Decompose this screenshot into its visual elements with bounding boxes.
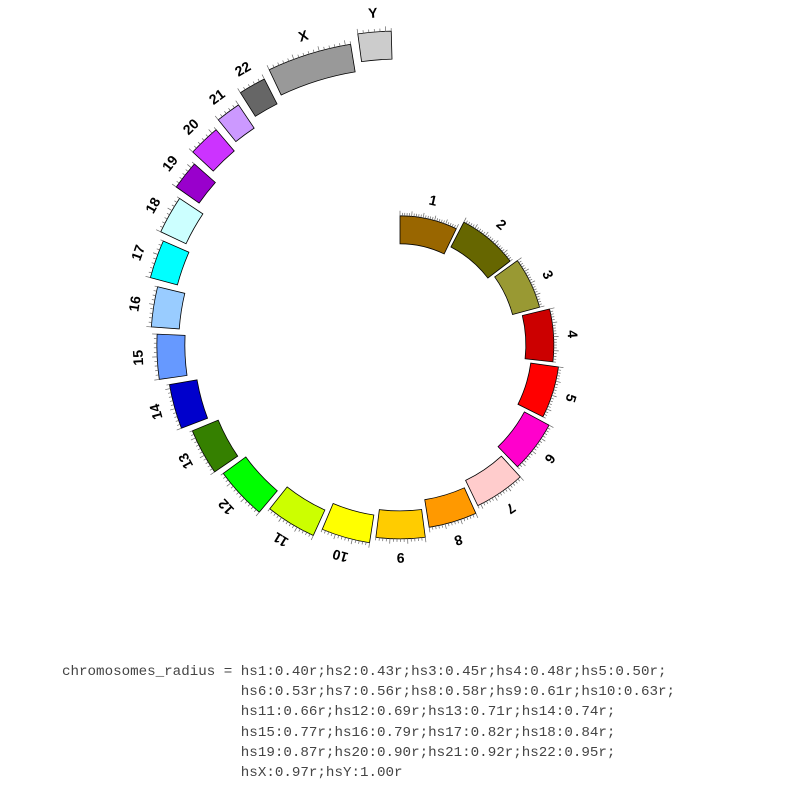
ticks-hs13 bbox=[189, 430, 215, 476]
ticks-hs6 bbox=[517, 424, 554, 470]
chromosome-hs7 bbox=[465, 455, 521, 507]
chromosome-hs1 bbox=[399, 215, 457, 255]
ticks-hs10 bbox=[320, 529, 370, 548]
ticks-hs21 bbox=[214, 100, 239, 121]
chromosome-label-hs21: 21 bbox=[206, 85, 228, 107]
chromosome-hs13 bbox=[191, 419, 239, 473]
ticks-hs11 bbox=[267, 508, 314, 541]
config-line-3: hs11:0.66r;hs12:0.69r;hs13:0.71r;hs14:0.… bbox=[62, 704, 616, 721]
chromosome-hs19 bbox=[175, 163, 216, 204]
chromosome-hs10 bbox=[321, 502, 375, 544]
chromosome-label-hs8: 8 bbox=[452, 532, 464, 550]
chromosome-label-hs18: 18 bbox=[142, 194, 164, 216]
ticks-hs19 bbox=[171, 161, 195, 188]
chromosome-label-hs4: 4 bbox=[565, 330, 581, 339]
chromosome-label-hs1: 1 bbox=[428, 192, 439, 209]
chromosome-hsY bbox=[357, 30, 393, 63]
ticks-hs14 bbox=[165, 384, 182, 431]
ticks-hs1 bbox=[399, 210, 459, 229]
chromosome-label-hs3: 3 bbox=[539, 268, 557, 282]
chromosome-hs9 bbox=[375, 509, 426, 540]
config-line-2: hs6:0.53r;hs7:0.56r;hs8:0.58r;hs9:0.61r;… bbox=[62, 684, 675, 701]
ticks-hsX bbox=[266, 40, 351, 70]
chromosome-hs4 bbox=[521, 308, 555, 363]
chromosome-hs22 bbox=[239, 78, 278, 117]
chromosome-hs20 bbox=[192, 129, 235, 172]
config-line-1: chromosomes_radius = hs1:0.40r;hs2:0.43r… bbox=[62, 664, 667, 680]
chromosome-label-hs16: 16 bbox=[125, 295, 143, 313]
chromosome-hs2 bbox=[450, 221, 511, 279]
chromosome-label-hs12: 12 bbox=[215, 496, 237, 518]
chromosome-hsX bbox=[268, 43, 356, 96]
chromosome-label-hs19: 19 bbox=[159, 152, 181, 174]
chromosome-label-hs20: 20 bbox=[180, 115, 202, 137]
ticks-hs15 bbox=[152, 333, 160, 381]
ticks-hs12 bbox=[220, 473, 260, 517]
chromosome-hs11 bbox=[269, 486, 326, 537]
chromosome-label-hs5: 5 bbox=[562, 392, 580, 404]
chromosome-hs5 bbox=[517, 362, 559, 418]
ticks-hs18 bbox=[156, 196, 180, 233]
chromosomes-radius-config: chromosomes_radius = hs1:0.40r;hs2:0.43r… bbox=[62, 662, 675, 783]
chromosome-hs8 bbox=[424, 487, 477, 528]
chromosome-hs6 bbox=[497, 411, 550, 468]
config-line-6: hsX:0.97r;hsY:1.00r bbox=[62, 765, 403, 782]
ticks-hs9 bbox=[375, 537, 427, 544]
chromosome-hs16 bbox=[150, 286, 186, 330]
config-line-5: hs19:0.87r;hs20:0.90r;hs21:0.92r;hs22:0.… bbox=[62, 744, 616, 761]
ticks-hs20 bbox=[188, 127, 217, 153]
chromosome-label-hs6: 6 bbox=[541, 451, 559, 467]
ticks-hs22 bbox=[237, 74, 265, 93]
chromosome-hs21 bbox=[217, 104, 255, 143]
chromosome-hs17 bbox=[149, 240, 190, 286]
ticks-hs17 bbox=[145, 239, 164, 278]
ticks-hs2 bbox=[463, 217, 513, 262]
config-line-4: hs15:0.77r;hs16:0.79r;hs17:0.82r;hs18:0.… bbox=[62, 724, 616, 741]
chromosome-label-hs13: 13 bbox=[175, 450, 197, 471]
chromosome-label-hs2: 2 bbox=[493, 216, 509, 233]
ticks-hs16 bbox=[146, 285, 158, 328]
chromosome-label-hsX: X bbox=[296, 27, 310, 45]
ticks-hs7 bbox=[477, 476, 524, 509]
chromosome-label-hsY: Y bbox=[368, 4, 379, 21]
ticks-hs8 bbox=[428, 513, 479, 533]
ticks-hs4 bbox=[549, 307, 559, 363]
chromosome-label-hs7: 7 bbox=[503, 500, 519, 518]
chromosome-label-hs22: 22 bbox=[232, 58, 254, 80]
chromosome-label-hs14: 14 bbox=[146, 402, 166, 421]
chromosome-label-hs11: 11 bbox=[270, 529, 291, 550]
ticks-hs3 bbox=[517, 257, 545, 308]
chromosome-hs14 bbox=[168, 379, 209, 429]
chromosome-hs18 bbox=[160, 197, 204, 245]
chromosome-hs15 bbox=[156, 333, 188, 380]
chromosome-label-hs9: 9 bbox=[397, 550, 405, 566]
chromosome-label-hs10: 10 bbox=[330, 546, 350, 566]
chromosome-hs12 bbox=[222, 456, 278, 513]
chromosome-label-hs17: 17 bbox=[128, 242, 148, 262]
chromosome-label-hs15: 15 bbox=[129, 349, 146, 366]
ticks-hsY bbox=[356, 26, 392, 34]
ticks-hs5 bbox=[542, 366, 564, 419]
chromosome-hs3 bbox=[494, 260, 541, 316]
